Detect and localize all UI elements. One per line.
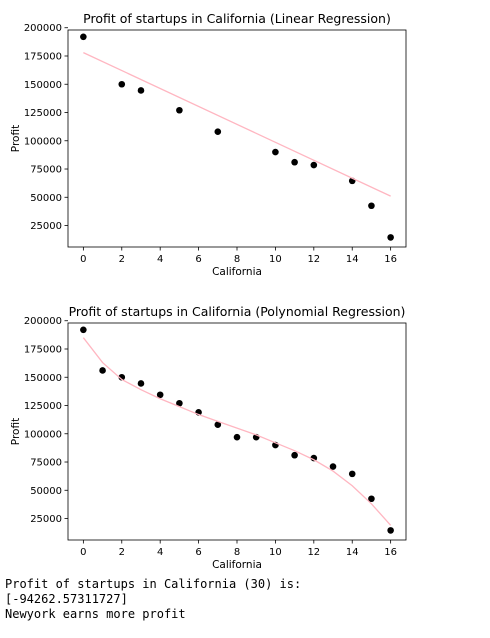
chart2-y-tick-label: 50000 — [30, 486, 62, 497]
chart1-x-tick-label: 2 — [119, 254, 125, 265]
polynomial-regression-chart: Profit of startups in California (Polyno… — [10, 304, 407, 571]
chart2-y-tick-label: 150000 — [24, 373, 62, 384]
chart2-x-tick-label: 8 — [234, 547, 240, 558]
chart2-data-point — [387, 527, 394, 534]
chart2-title: Profit of startups in California (Polyno… — [69, 304, 406, 319]
chart2-plot-frame — [67, 322, 407, 541]
chart2-data-point — [214, 421, 222, 429]
chart1-y-tick-label: 75000 — [30, 165, 62, 176]
chart1-x-tick-label: 14 — [346, 254, 359, 265]
chart1-x-tick-label: 8 — [234, 254, 240, 265]
chart1-title: Profit of startups in California (Linear… — [83, 11, 391, 26]
chart2-x-tick-label: 12 — [307, 547, 320, 558]
chart2-y-axis-label: Profit — [10, 418, 22, 445]
chart1-data-point — [291, 158, 298, 166]
chart2-data-point — [368, 495, 375, 503]
chart2-regression-line — [82, 337, 392, 526]
chart2-x-tick-label: 4 — [157, 547, 163, 558]
chart1-x-axis-label: California — [212, 266, 262, 278]
chart2-data-point — [233, 433, 241, 441]
chart2-y-tick-label: 175000 — [24, 344, 62, 355]
output-line-2: [-94262.57311727] — [5, 592, 128, 606]
chart1-y-tick-label: 200000 — [24, 23, 62, 34]
chart2-y-tick-label: 100000 — [24, 429, 62, 440]
chart2-x-tick-label: 10 — [269, 547, 282, 558]
chart2-x-tick-label: 14 — [346, 547, 359, 558]
linear-regression-chart: Profit of startups in California (Linear… — [10, 11, 407, 278]
chart2-data-point — [291, 451, 298, 459]
chart1-data-point — [137, 87, 145, 94]
chart2-data-point — [80, 326, 87, 334]
chart2-x-tick-label: 2 — [119, 547, 125, 558]
chart2-x-tick-label: 16 — [384, 547, 397, 558]
chart1-y-tick-label: 175000 — [24, 51, 62, 62]
chart2-y-tick-label: 75000 — [30, 458, 62, 469]
chart2-y-tick-label: 125000 — [24, 401, 62, 412]
chart1-y-tick-label: 100000 — [24, 136, 62, 147]
chart2-data-point — [310, 454, 318, 462]
chart1-data-point — [118, 80, 126, 88]
chart1-y-tick-label: 50000 — [30, 193, 62, 204]
chart1-x-tick-label: 16 — [384, 254, 397, 265]
chart1-data-point — [387, 234, 394, 241]
chart1-x-tick-label: 6 — [195, 254, 201, 265]
chart1-x-tick-label: 12 — [307, 254, 320, 265]
chart1-plot-frame — [67, 29, 407, 248]
chart2-y-tick-label: 25000 — [30, 514, 62, 525]
chart2-data-point — [176, 399, 183, 407]
chart1-regression-line — [83, 52, 391, 197]
chart1-data-point — [80, 33, 87, 41]
output-line-3: Newyork earns more profit — [5, 607, 186, 621]
chart1-y-tick-label: 150000 — [24, 80, 62, 91]
chart2-data-point — [156, 391, 164, 399]
chart1-y-tick-label: 25000 — [30, 221, 62, 232]
chart1-data-point — [368, 202, 375, 210]
chart2-x-axis-label: California — [212, 559, 262, 571]
chart1-y-tick-label: 125000 — [24, 108, 62, 119]
chart1-x-tick-label: 0 — [80, 254, 86, 265]
chart1-x-tick-label: 10 — [269, 254, 282, 265]
chart2-x-tick-label: 6 — [195, 547, 201, 558]
chart2-data-point — [329, 463, 337, 470]
chart1-data-point — [310, 161, 318, 169]
chart1-data-point — [214, 128, 222, 136]
chart2-x-tick-label: 0 — [80, 547, 86, 558]
chart2-data-point — [348, 470, 356, 478]
chart1-data-point — [272, 148, 279, 156]
cell-output: Profit of startups in California (30) is… — [5, 577, 301, 622]
chart2-data-point — [137, 380, 145, 387]
chart2-data-point — [99, 367, 106, 374]
chart2-y-tick-label: 200000 — [24, 316, 62, 327]
chart1-data-point — [176, 106, 183, 114]
chart1-x-tick-label: 4 — [157, 254, 163, 265]
output-line-1: Profit of startups in California (30) is… — [5, 577, 302, 591]
chart1-y-axis-label: Profit — [10, 125, 22, 152]
